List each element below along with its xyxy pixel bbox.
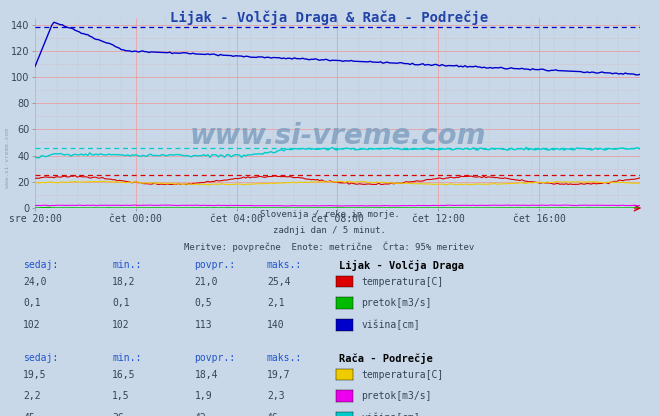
Text: 0,1: 0,1: [112, 298, 130, 308]
Text: 102: 102: [112, 320, 130, 330]
Text: 0,5: 0,5: [194, 298, 212, 308]
Text: 25,4: 25,4: [267, 277, 291, 287]
Text: 46: 46: [267, 413, 279, 416]
Text: Slovenija / reke in morje.: Slovenija / reke in morje.: [260, 210, 399, 219]
Text: 2,3: 2,3: [267, 391, 285, 401]
Text: Meritve: povprečne  Enote: metrične  Črta: 95% meritev: Meritve: povprečne Enote: metrične Črta:…: [185, 242, 474, 252]
Text: 45: 45: [23, 413, 35, 416]
Text: 113: 113: [194, 320, 212, 330]
Text: maks.:: maks.:: [267, 260, 302, 270]
Text: sedaj:: sedaj:: [23, 353, 58, 363]
Text: 21,0: 21,0: [194, 277, 218, 287]
Text: 18,2: 18,2: [112, 277, 136, 287]
Text: 42: 42: [194, 413, 206, 416]
Text: 18,4: 18,4: [194, 370, 218, 380]
Text: pretok[m3/s]: pretok[m3/s]: [361, 298, 432, 308]
Text: 140: 140: [267, 320, 285, 330]
Text: povpr.:: povpr.:: [194, 353, 235, 363]
Text: 102: 102: [23, 320, 41, 330]
Text: 24,0: 24,0: [23, 277, 47, 287]
Text: maks.:: maks.:: [267, 353, 302, 363]
Text: višina[cm]: višina[cm]: [361, 319, 420, 330]
Text: www.si-vreme.com: www.si-vreme.com: [5, 128, 11, 188]
Text: sedaj:: sedaj:: [23, 260, 58, 270]
Text: 2,1: 2,1: [267, 298, 285, 308]
Text: povpr.:: povpr.:: [194, 260, 235, 270]
Text: min.:: min.:: [112, 353, 142, 363]
Text: pretok[m3/s]: pretok[m3/s]: [361, 391, 432, 401]
Text: 1,5: 1,5: [112, 391, 130, 401]
Text: temperatura[C]: temperatura[C]: [361, 277, 444, 287]
Text: 19,5: 19,5: [23, 370, 47, 380]
Text: 0,1: 0,1: [23, 298, 41, 308]
Text: 19,7: 19,7: [267, 370, 291, 380]
Text: 2,2: 2,2: [23, 391, 41, 401]
Text: temperatura[C]: temperatura[C]: [361, 370, 444, 380]
Text: min.:: min.:: [112, 260, 142, 270]
Text: zadnji dan / 5 minut.: zadnji dan / 5 minut.: [273, 226, 386, 235]
Text: 16,5: 16,5: [112, 370, 136, 380]
Text: Lijak - Volčja Draga: Lijak - Volčja Draga: [339, 260, 465, 271]
Text: Lijak - Volčja Draga & Rača - Podrečje: Lijak - Volčja Draga & Rača - Podrečje: [171, 10, 488, 25]
Text: 1,9: 1,9: [194, 391, 212, 401]
Text: www.si-vreme.com: www.si-vreme.com: [189, 122, 486, 150]
Text: 36: 36: [112, 413, 124, 416]
Text: višina[cm]: višina[cm]: [361, 413, 420, 416]
Text: Rača - Podrečje: Rača - Podrečje: [339, 353, 433, 364]
